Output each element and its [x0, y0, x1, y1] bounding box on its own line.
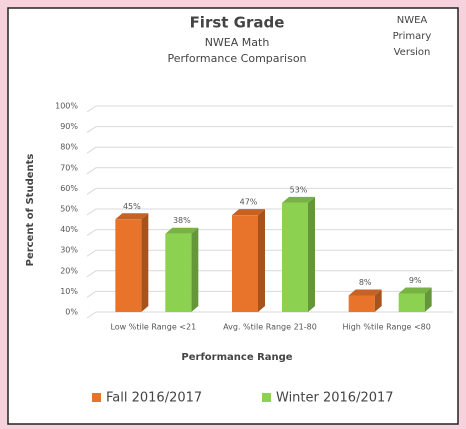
y-tick-label: 10%: [60, 287, 78, 296]
bar-face: [165, 227, 199, 234]
x-tick-label: High %tile Range <80: [342, 323, 430, 332]
bar-face: [348, 289, 382, 296]
chart-subtitle: NWEA Math: [205, 36, 270, 49]
bar-face: [115, 219, 142, 312]
x-axis-title: Performance Range: [181, 352, 292, 363]
legend-label: Fall 2016/2017: [106, 391, 202, 406]
grid-line: [86, 126, 453, 134]
y-tick-label: 100%: [55, 102, 78, 111]
data-label: 47%: [240, 198, 258, 207]
y-tick-label: 50%: [60, 205, 78, 214]
grid-line: [86, 290, 453, 298]
bar-face: [191, 227, 199, 312]
bar-face: [258, 209, 265, 312]
y-tick-label: 80%: [60, 143, 78, 152]
bar-face: [374, 289, 382, 312]
x-tick-label: Avg. %tile Range 21-80: [223, 323, 317, 332]
y-tick-label: 90%: [60, 122, 78, 131]
bar-face: [165, 233, 192, 312]
corner-note: NWEA: [397, 15, 428, 26]
bar: [348, 289, 382, 312]
y-tick-label: 30%: [60, 246, 78, 255]
bar-face: [398, 293, 425, 312]
bar-face: [308, 196, 315, 312]
corner-note: Primary: [393, 31, 432, 42]
grid-line: [86, 187, 453, 195]
legend-swatch: [262, 393, 271, 402]
bar-face: [282, 196, 315, 203]
data-label: 8%: [359, 278, 372, 287]
bar: [398, 287, 432, 312]
y-tick-label: 60%: [60, 184, 78, 193]
bar-face: [424, 287, 432, 312]
bar-face: [115, 213, 149, 220]
chart-title: First Grade: [190, 14, 285, 32]
grid-line: [86, 167, 453, 175]
grid-line: [86, 146, 453, 154]
bar: [115, 213, 149, 312]
bar: [165, 227, 199, 312]
bar-face: [282, 202, 308, 312]
data-label: 38%: [173, 216, 191, 225]
corner-note: Version: [394, 47, 431, 58]
bar-face: [348, 295, 375, 312]
bar-face: [232, 215, 258, 312]
data-label: 53%: [290, 185, 308, 194]
data-label: 45%: [123, 202, 141, 211]
bar: [282, 196, 315, 312]
y-axis-title: Percent of Students: [25, 154, 36, 267]
legend-swatch: [92, 393, 101, 402]
y-tick-label: 20%: [60, 266, 78, 275]
grid-line: [86, 249, 453, 257]
x-tick-label: Low %tile Range <21: [110, 323, 196, 332]
bar-face: [141, 213, 149, 312]
legend-label: Winter 2016/2017: [276, 391, 394, 406]
bar: [232, 209, 265, 312]
bar-face: [232, 209, 265, 216]
data-label: 9%: [409, 276, 422, 285]
grid-line: [86, 270, 453, 278]
grid-line: [86, 311, 453, 319]
grid-line: [86, 229, 453, 237]
grid-line: [86, 208, 453, 216]
y-tick-label: 0%: [65, 308, 78, 317]
bar-face: [398, 287, 432, 294]
grid-line: [86, 105, 453, 113]
chart-subtitle: Performance Comparison: [167, 52, 306, 65]
y-tick-label: 70%: [60, 163, 78, 172]
y-tick-label: 40%: [60, 225, 78, 234]
